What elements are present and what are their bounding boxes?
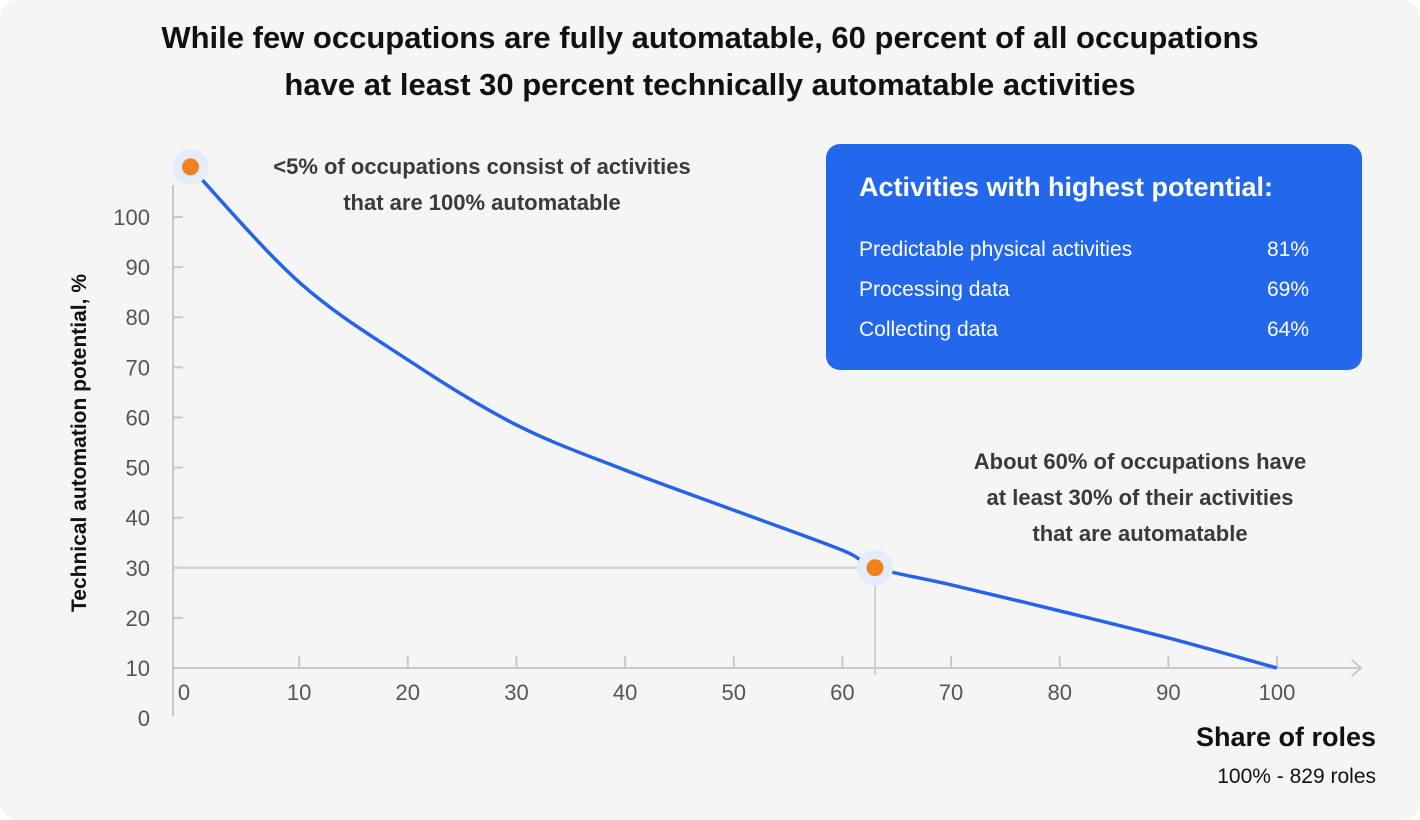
- x-tick-label: 70: [939, 680, 963, 705]
- y-tick-label: 90: [126, 255, 150, 280]
- series-line: [189, 165, 1278, 670]
- highlight-point: [182, 158, 199, 176]
- title-line-1: While few occupations are fully automata…: [161, 20, 1259, 55]
- info-box: Activities with highest potential: Predi…: [826, 144, 1362, 370]
- y-tick-label: 100: [113, 205, 150, 230]
- x-tick-label: 90: [1156, 680, 1180, 705]
- annotation-line: that are automatable: [1032, 521, 1248, 546]
- x-tick-label: 60: [830, 680, 854, 705]
- y-tick-label: 10: [126, 656, 150, 681]
- annotation-top: <5% of occupations consist of activities…: [273, 149, 691, 221]
- y-tick-label: 60: [126, 405, 150, 430]
- x-tick-label: 30: [504, 680, 528, 705]
- y-tick-label: 80: [126, 305, 150, 330]
- x-tick-label: 80: [1047, 680, 1071, 705]
- x-tick-label: 20: [396, 680, 420, 705]
- x-tick-label: 0: [178, 680, 190, 705]
- y-tick-label: 50: [126, 456, 150, 481]
- info-row-label: Predictable physical activities: [859, 238, 1133, 261]
- y-tick-label: 20: [126, 606, 150, 631]
- x-axis-label: Share of roles: [1195, 722, 1376, 752]
- annotation-line: at least 30% of their activities: [986, 485, 1294, 510]
- info-row-label: Collecting data: [859, 318, 998, 341]
- info-row: Predictable physical activities 81%: [859, 238, 1309, 262]
- x-axis-arrow-icon: [1351, 659, 1363, 677]
- highlight-point: [866, 559, 884, 577]
- info-row-value: 81%: [1266, 238, 1309, 261]
- y-tick-label: 0: [138, 706, 150, 731]
- info-row: Collecting data 64%: [859, 318, 1309, 342]
- x-axis-sublabel: 100% - 829 roles: [1217, 765, 1376, 788]
- annotation-line: About 60% of occupations have: [973, 449, 1307, 474]
- annotation-line: that are 100% automatable: [343, 190, 621, 215]
- y-tick-label: 30: [126, 556, 150, 581]
- info-row: Processing data 69%: [859, 278, 1309, 302]
- x-tick-label: 100: [1259, 680, 1296, 705]
- info-box-title: Activities with highest potential:: [859, 172, 1274, 202]
- title-line-2: have at least 30 percent technically aut…: [284, 67, 1136, 102]
- x-tick-label: 40: [613, 680, 637, 705]
- info-row-value: 64%: [1266, 318, 1309, 341]
- info-row-value: 69%: [1266, 278, 1309, 301]
- info-row-label: Processing data: [859, 278, 1010, 301]
- annotation-right: About 60% of occupations have at least 3…: [974, 444, 1307, 552]
- y-tick-label: 70: [126, 355, 150, 380]
- chart-title: While few occupations are fully automata…: [0, 14, 1420, 108]
- y-axis-label: Technical automation potential, %: [68, 274, 91, 612]
- y-tick-label: 40: [126, 506, 150, 531]
- x-tick-label: 10: [287, 680, 311, 705]
- annotation-line: <5% of occupations consist of activities: [273, 154, 691, 179]
- x-tick-label: 50: [722, 680, 746, 705]
